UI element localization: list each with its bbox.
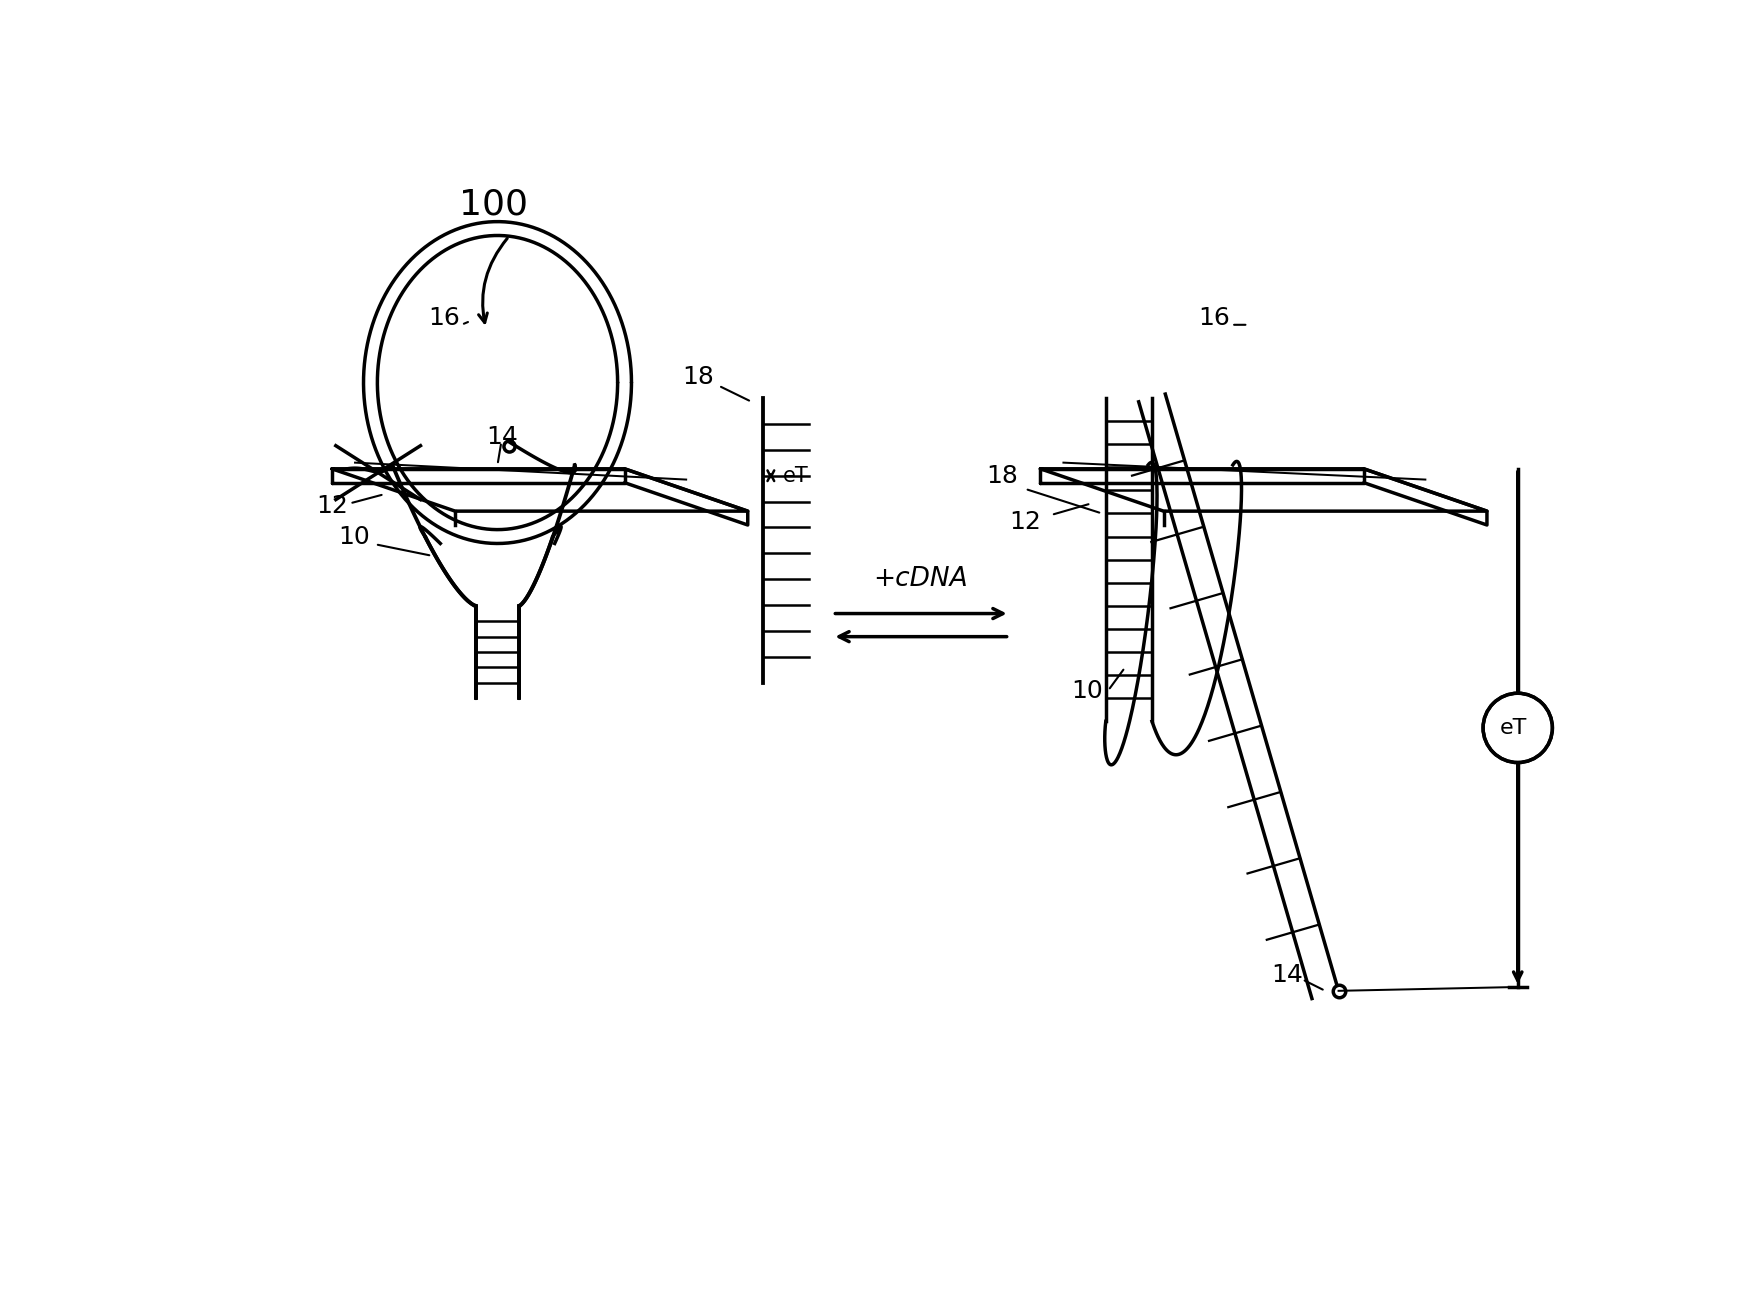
Text: 10: 10 xyxy=(1070,680,1102,703)
Text: eT: eT xyxy=(782,466,808,486)
Text: 16: 16 xyxy=(1198,306,1230,330)
Text: 12: 12 xyxy=(316,495,348,518)
Text: 18: 18 xyxy=(986,464,1017,488)
Circle shape xyxy=(1483,693,1551,763)
Text: 100: 100 xyxy=(459,188,527,221)
Text: +cDNA: +cDNA xyxy=(873,566,968,592)
Text: 14: 14 xyxy=(485,425,518,449)
Text: 10: 10 xyxy=(337,526,369,549)
Text: eT: eT xyxy=(1499,717,1527,738)
Text: 14: 14 xyxy=(1270,962,1302,987)
Text: 18: 18 xyxy=(682,365,713,388)
Text: 16: 16 xyxy=(429,306,460,330)
Text: 12: 12 xyxy=(1009,510,1040,534)
